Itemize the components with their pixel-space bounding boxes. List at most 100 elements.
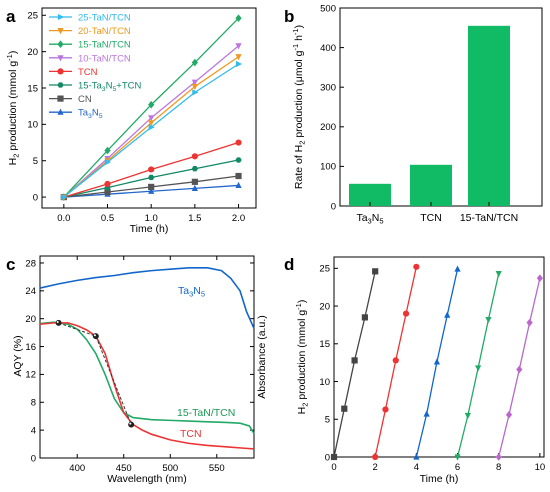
panel-c-series-line [39, 267, 255, 329]
panel-c-xtick-label: 450 [116, 463, 132, 474]
panel-b-ytick-label: 0 [331, 201, 336, 212]
panel-b-ytick-label: 500 [320, 3, 336, 14]
panel-a-point [148, 166, 155, 173]
panel-a-ylabel: H2 production (mmol g-1) [5, 51, 21, 166]
panel-a-point [148, 115, 155, 122]
panel-c-aqy-point-highlight [129, 422, 132, 425]
panel-c-ytick-label: 0 [31, 453, 36, 464]
panel-a-legend-label: 15-Ta3N5+TCN [78, 81, 141, 94]
panel-b-letter: b [284, 7, 294, 26]
panel-a-frame [41, 7, 257, 209]
panel-a-point [192, 89, 199, 96]
panel-d: d 0 2 4 6 8 10 0 5 10 15 20 25 Time (h) H2 producti… [284, 255, 545, 485]
panel-c-xtick-label: 400 [69, 463, 85, 474]
panel-a-point [235, 181, 242, 189]
panel-d-point [516, 365, 523, 374]
panel-d-point [526, 318, 533, 327]
panel-a-point [104, 180, 111, 188]
panel-a-legend-marker [57, 55, 64, 62]
panel-a-legend-label: CN [78, 94, 92, 105]
panel-b-category-label-part: N [372, 212, 380, 224]
panel-c-ytick-label: 4 [31, 425, 36, 436]
panel-a-xtick-label: 0.0 [57, 213, 70, 224]
panel-b-category-label-part: 3 [368, 217, 372, 226]
panel-a-legend-label: 10-TaN/TCN [78, 53, 131, 64]
panel-d-point [341, 405, 348, 412]
panel-a-letter: a [6, 7, 16, 26]
panel-c-ylabel: AQY (%) [12, 335, 24, 376]
panel-a-legend-label: 20-TaN/TCN [78, 26, 131, 37]
panel-c-aqy-point [92, 333, 99, 340]
panel-b-bar [349, 183, 391, 206]
panel-d-point [444, 311, 451, 318]
panel-a-legend-marker [57, 108, 64, 115]
panel-d-ylabel: H2 production (mmol g-1) [294, 300, 310, 415]
panel-a-xtick-label: 2.0 [232, 213, 245, 224]
panel-a-point [191, 166, 198, 172]
panel-a-legend-label-part: 15-Ta [78, 81, 102, 92]
panel-d-xlabel: Time (h) [420, 473, 459, 485]
panel-a-ytick-label: 20 [27, 47, 38, 58]
panel-a-ytick-label: 0 [33, 192, 38, 203]
panel-c-aqy-point-highlight [56, 320, 59, 323]
panel-a: a 0.0 0.5 1.0 1.5 2.0 0 5 10 15 20 25 25-TaN/TCN 20… [5, 7, 257, 235]
panel-c-label-tcn: TCN [180, 428, 202, 440]
panel-a-legend-label-part: +TCN [116, 81, 141, 92]
panel-b-ytick-label: 400 [320, 43, 336, 54]
panel-a-legend-marker [57, 28, 64, 35]
panel-d-ytick-label: 5 [325, 415, 330, 426]
panel-b-ytick-label: 200 [320, 122, 336, 133]
panel-c-label-15tan: 15-TaN/TCN [177, 407, 235, 419]
panel-b: b 0 100 200 300 400 500 Ta3N5 TCN 15-TaN/TCN Ra… [284, 3, 543, 226]
panel-a-point [235, 14, 242, 22]
panel-a-point [148, 120, 155, 127]
panel-d-point [433, 358, 441, 365]
panel-b-category-label: 15-TaN/TCN [460, 212, 518, 224]
panel-d-xtick-label: 8 [496, 462, 501, 473]
panel-a-ytick-label: 15 [27, 83, 38, 94]
panel-a-ytick-label: 5 [33, 156, 38, 167]
panel-d-xtick-label: 6 [455, 462, 460, 473]
panel-a-point [104, 146, 111, 155]
panel-c-label-ta3n5: Ta3N5 [178, 285, 205, 299]
panel-a-point [191, 79, 198, 86]
panel-a-legend-label-part: 5 [112, 86, 116, 93]
panel-b-category-label-part: 5 [379, 217, 383, 226]
panel-a-ytick-label: 10 [27, 120, 38, 131]
panel-a-point [61, 193, 68, 201]
panel-a-ytick-label: 25 [27, 11, 38, 22]
panel-d-point [495, 271, 502, 278]
panel-a-legend-marker [57, 95, 64, 102]
panel-b-ytick-label: 300 [320, 83, 336, 94]
panel-a-point [148, 124, 155, 131]
panel-d-ytick-label: 25 [319, 264, 330, 275]
panel-a-point [191, 83, 198, 91]
panel-d-xtick-label: 4 [414, 462, 419, 473]
panel-a-point [148, 183, 155, 191]
panel-a-legend-label-part: Ta [78, 108, 89, 119]
panel-a-point [148, 174, 155, 181]
panel-c-ytick-label: 12 [25, 370, 36, 381]
panel-a-point [235, 172, 242, 180]
panel-a-point [104, 188, 111, 196]
panel-a-point [191, 58, 198, 67]
panel-a-point [104, 159, 112, 166]
panel-a-point [235, 54, 242, 61]
panel-d-point [330, 453, 338, 461]
panel-a-point [235, 157, 242, 163]
panel-a-point [191, 178, 198, 185]
panel-b-bar [468, 25, 510, 206]
panel-a-legend-label: TCN [78, 67, 98, 78]
panel-b-ylabel: Rate of H2 production (μmol g-1 h-1) [291, 25, 307, 189]
panel-a-legend-label-part: 3 [102, 86, 106, 93]
panel-d-xtick-label: 10 [535, 462, 546, 473]
panel-c-ytick-label: 20 [25, 314, 36, 325]
panel-d-point [423, 410, 430, 417]
panel-d-xtick-label: 0 [331, 462, 336, 473]
panel-c-aqy-point [55, 319, 62, 326]
panel-c-frame [39, 255, 255, 459]
panel-a-point [235, 43, 242, 50]
panel-b-ytick-label: 100 [320, 162, 336, 173]
panel-d-xtick-label: 2 [373, 462, 378, 473]
